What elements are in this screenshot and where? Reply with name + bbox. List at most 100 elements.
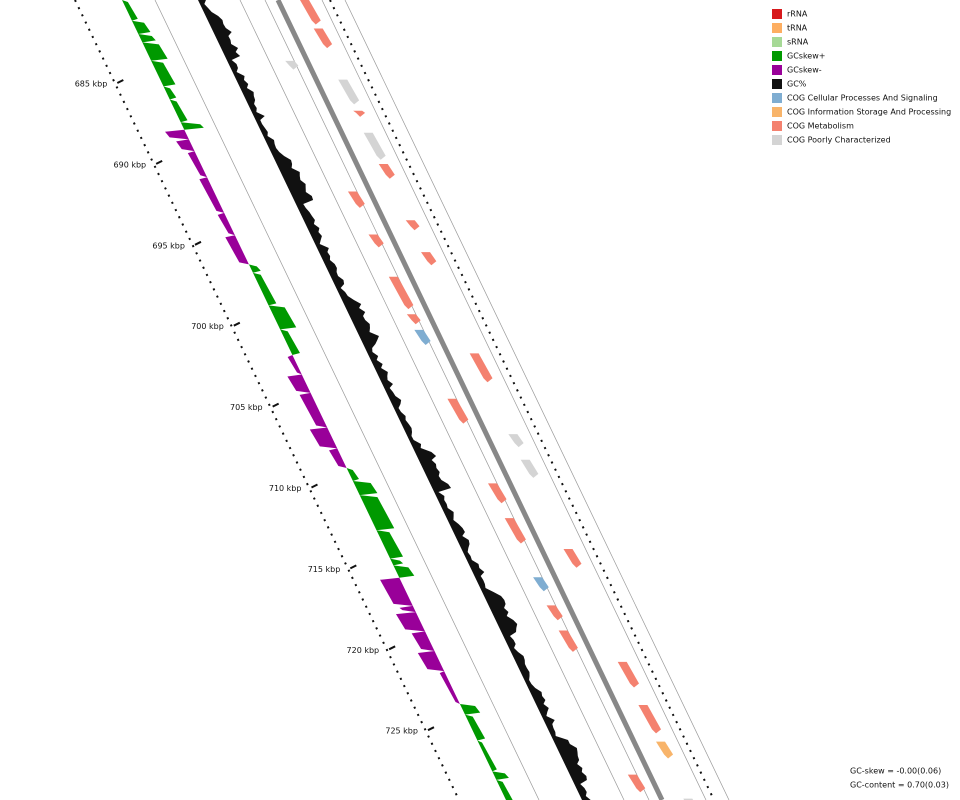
legend-swatch — [772, 37, 782, 47]
gene-feature — [638, 705, 662, 734]
legend-swatch — [772, 9, 782, 19]
gc-skew-positive — [459, 704, 481, 715]
scale-tick — [388, 645, 396, 651]
gc-skew-positive — [496, 779, 513, 800]
legend-swatch — [772, 135, 782, 145]
gc-skew-positive — [180, 122, 204, 130]
gene-feature — [520, 459, 539, 478]
legend-swatch — [772, 79, 782, 89]
gene-feature — [421, 252, 437, 266]
gene-feature — [363, 132, 386, 160]
gc-skew-positive — [393, 565, 415, 578]
gc-skew-negative — [217, 212, 235, 236]
gene-feature — [563, 548, 582, 568]
gc-skew-negative — [187, 151, 208, 178]
legend-label: GCskew+ — [787, 52, 825, 61]
gene-feature — [469, 353, 493, 383]
gc-skew-negative — [225, 235, 249, 265]
gc-skew-negative — [395, 612, 426, 632]
scale-line — [74, 0, 460, 800]
gene-feature — [627, 774, 646, 793]
gc-skew-positive — [492, 771, 509, 780]
gc-skew-negative — [165, 129, 189, 140]
gc-skew-positive — [142, 42, 168, 61]
scale-label: 720 kbp — [347, 646, 380, 655]
gene-feature — [558, 630, 578, 652]
gc-skew-positive — [131, 20, 151, 35]
gc-skew-negative — [299, 392, 328, 428]
track-border — [344, 0, 730, 800]
gc-skew-positive — [346, 467, 360, 482]
gc-skew-negative — [176, 139, 195, 152]
gc-skew-summary: GC-skew = -0.00(0.06) — [850, 767, 941, 776]
legend-swatch — [772, 51, 782, 61]
gene-feature — [533, 577, 549, 592]
scale-label: 715 kbp — [308, 565, 341, 574]
gene-feature — [353, 110, 366, 117]
gc-content-plot — [198, 0, 591, 800]
gene-feature — [378, 164, 395, 179]
gc-skew-negative — [411, 631, 435, 652]
gc-skew-negative — [380, 577, 413, 606]
gc-skew-negative — [199, 177, 225, 213]
legend-label: GC% — [787, 80, 807, 89]
legend-swatch — [772, 23, 782, 33]
scale-tick — [272, 402, 280, 408]
gc-skew-positive — [151, 60, 176, 87]
gc-skew-negative — [417, 651, 445, 672]
scale-tick — [194, 240, 202, 246]
gene-feature — [414, 329, 431, 346]
gc-skew-positive — [248, 264, 261, 273]
legend-swatch — [772, 121, 782, 131]
scale-tick — [349, 564, 357, 570]
gc-skew-positive — [169, 99, 188, 123]
outer-scale-line — [329, 0, 715, 800]
gene-feature — [504, 518, 526, 544]
gc-skew-negative — [287, 355, 302, 375]
track-border — [321, 0, 707, 800]
legend-label: COG Information Storage And Processing — [787, 108, 951, 117]
gene-feature — [447, 398, 469, 424]
gc-skew-positive — [163, 86, 177, 100]
gc-skew-positive — [280, 329, 300, 356]
legend-label: sRNA — [787, 38, 809, 47]
scale-tick — [155, 160, 163, 165]
track-border — [154, 0, 540, 800]
gc-skew-positive — [390, 558, 404, 566]
gene-feature — [508, 434, 524, 448]
gene-feature — [285, 60, 299, 70]
scale-label: 710 kbp — [269, 484, 302, 493]
legend-label: rRNA — [787, 10, 808, 19]
scale-label: 700 kbp — [191, 322, 224, 331]
tracks: 685 kbp 690 kbp 695 kbp 700 kbp 705 kbp 710 k… — [74, 0, 730, 800]
scale-label: 685 kbp — [75, 80, 108, 89]
scale-label: 695 kbp — [152, 241, 185, 250]
scale-tick — [311, 483, 318, 489]
gc-content-summary: GC-content = 0.70(0.03) — [850, 781, 949, 790]
gene-feature — [347, 191, 365, 208]
gc-skew-negative — [399, 605, 416, 613]
backbone — [275, 0, 665, 800]
gc-skew-positive — [268, 305, 297, 330]
legend-label: COG Cellular Processes And Signaling — [787, 94, 938, 103]
gene-feature — [546, 605, 563, 621]
gene-feature — [338, 79, 360, 105]
scale-label: 705 kbp — [230, 403, 263, 412]
legend-label: GCskew- — [787, 66, 822, 75]
gc-skew-positive — [376, 530, 404, 559]
gene-feature — [368, 234, 384, 248]
gc-skew-positive — [138, 34, 156, 43]
gene-feature — [388, 276, 414, 310]
gene-feature — [406, 314, 421, 325]
legend-swatch — [772, 65, 782, 75]
gc-skew-negative — [439, 671, 460, 705]
scale-tick — [233, 321, 241, 327]
scale-label: 725 kbp — [385, 727, 418, 736]
track-border — [239, 0, 625, 800]
gene-feature — [313, 28, 333, 49]
gene-feature — [300, 0, 321, 25]
gene-feature — [405, 220, 420, 231]
legend-label: COG Poorly Characterized — [787, 136, 891, 145]
legend-label: tRNA — [787, 24, 808, 33]
